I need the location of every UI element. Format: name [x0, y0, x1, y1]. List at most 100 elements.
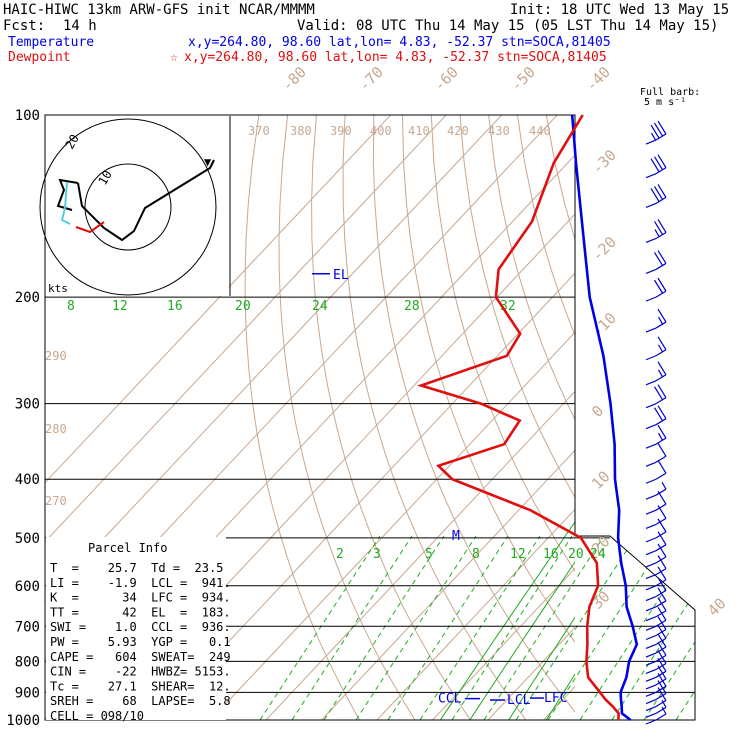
wind-barb	[645, 384, 667, 409]
mixing-ratio-label: 16	[543, 547, 559, 562]
sounding-profiles	[416, 114, 639, 722]
barb-legend: Full barb: 5 m s⁻¹	[640, 87, 700, 108]
mixing-ratio-line	[508, 616, 575, 720]
wind-barb	[645, 700, 667, 718]
hodograph-panel	[46, 116, 229, 296]
wind-barb	[645, 459, 667, 484]
isotherm-label: -40	[582, 63, 614, 95]
mixing-ratio-label: 16	[167, 299, 183, 314]
isotherm-line	[154, 272, 575, 720]
moist-adiabat-line	[387, 536, 509, 720]
mixing-ratio-label: 28	[404, 299, 420, 314]
pressure-tick-label: 300	[15, 397, 40, 413]
wind-barb	[645, 154, 667, 179]
hodograph-trace	[77, 159, 215, 242]
parcel-info-row: TT = 42 EL = 183.	[50, 605, 231, 619]
pressure-tick-label: 1000	[6, 713, 40, 729]
parcel-info-title: Parcel Info	[88, 541, 167, 555]
moist-adiabat-line	[355, 536, 477, 720]
mixing-ratio-label: 8	[472, 547, 480, 562]
dry-adiabat-lines	[244, 115, 740, 720]
dry-adiabat-line	[488, 115, 575, 421]
wind-barbs	[645, 120, 667, 725]
moist-adiabat-line	[323, 536, 445, 720]
wind-barb	[645, 361, 667, 386]
parcel-info-row: SREH = 68 LAPSE= 5.8	[50, 694, 231, 708]
fcst-label: Fcst:	[3, 18, 45, 34]
mixing-ratio-label: 20	[568, 547, 584, 562]
parcel-info-row: LI = -1.9 LCL = 941.	[50, 576, 231, 590]
parcel-info-panel	[46, 537, 226, 720]
dry-adiabat-line	[278, 115, 416, 720]
dewpoint-info: x,y=264.80, 98.60 lat,lon= 4.83, -52.37 …	[184, 50, 607, 65]
parcel-info-row: CAPE = 604 SWEAT= 249	[50, 650, 231, 664]
isotherm-line	[376, 508, 575, 720]
moist-adiabat-line	[611, 536, 695, 720]
wind-barb	[645, 424, 667, 449]
dry-adiabat-line	[690, 115, 740, 720]
hodograph-trace-mid	[75, 221, 105, 234]
wind-barb	[645, 518, 667, 543]
moist-adiabat-line	[451, 536, 573, 720]
wind-barb	[645, 505, 667, 529]
isotherm-line	[710, 115, 740, 720]
isotherm-line	[655, 115, 740, 720]
theta-label: 420	[447, 124, 469, 138]
mixing-ratio-label: 2	[336, 547, 344, 562]
isotherm-label: -20	[588, 233, 620, 265]
wind-barb	[645, 336, 667, 361]
theta-label: 400	[370, 124, 392, 138]
mixing-ratio-label: 8	[67, 299, 75, 314]
wind-barb	[645, 665, 667, 690]
wind-barb	[645, 597, 667, 622]
mixing-ratio-label: 12	[112, 299, 128, 314]
wind-barb	[645, 650, 667, 675]
level-label-m: M	[452, 529, 460, 544]
wind-barb	[645, 120, 667, 145]
pressure-tick-label: 800	[15, 654, 40, 670]
wind-barb	[645, 481, 667, 500]
hodograph-ring	[84, 163, 172, 251]
dewpoint-profile	[416, 114, 620, 721]
mixing-ratio-label: 3	[373, 547, 381, 562]
level-label-lcl: LCL	[507, 693, 531, 708]
isotherm-line	[321, 449, 575, 720]
isotherm-label: 40	[704, 594, 730, 620]
isotherm-label: -30	[588, 146, 620, 178]
isotherm-line	[432, 567, 575, 720]
hodograph-trace-upper	[56, 178, 79, 211]
mixing-ratio-line	[605, 297, 740, 720]
level-labels: EL LCL CCL LFC M	[312, 268, 567, 708]
wind-barb	[645, 625, 667, 649]
moist-adiabat-line	[419, 536, 541, 720]
wind-barb	[645, 308, 667, 333]
theta-label: 440	[529, 124, 551, 138]
wind-barb	[645, 587, 667, 612]
isotherm-label: -80	[278, 63, 310, 95]
moist-adiabat-line	[515, 536, 637, 720]
isotherm-line	[210, 331, 575, 720]
hodograph: 10 20 kts ▼	[39, 116, 231, 296]
header: HAIC-HIWC 13km ARW-GFS init NCAR/MMMM In…	[3, 2, 729, 65]
temperature-info: x,y=264.80, 98.60 lat,lon= 4.83, -52.37 …	[188, 35, 611, 50]
theta-label: 390	[330, 124, 352, 138]
isotherm-line	[45, 115, 447, 543]
isotherm-label: -60	[430, 63, 462, 95]
parcel-info-row: PW = 5.93 YGP = 0.1	[50, 635, 231, 649]
wind-barb	[645, 606, 667, 631]
moist-adiabat-line	[483, 536, 605, 720]
temperature-legend: Temperature	[8, 35, 94, 50]
theta-label: 430	[488, 124, 510, 138]
moist-adiabat-line	[259, 536, 381, 720]
wind-barb	[645, 657, 667, 682]
pressure-tick-label: 200	[15, 290, 40, 306]
dry-adiabat-line	[430, 115, 575, 572]
hodograph-ring-label: 20	[62, 132, 81, 152]
parcel-info-row: T = 25.7 Td = 23.5	[50, 561, 223, 575]
isotherm-label: 10	[588, 467, 614, 493]
wind-barb	[645, 490, 667, 515]
dry-adiabat-line	[342, 115, 527, 720]
level-label-ccl: CCL	[438, 692, 462, 707]
wind-barb	[645, 642, 667, 666]
